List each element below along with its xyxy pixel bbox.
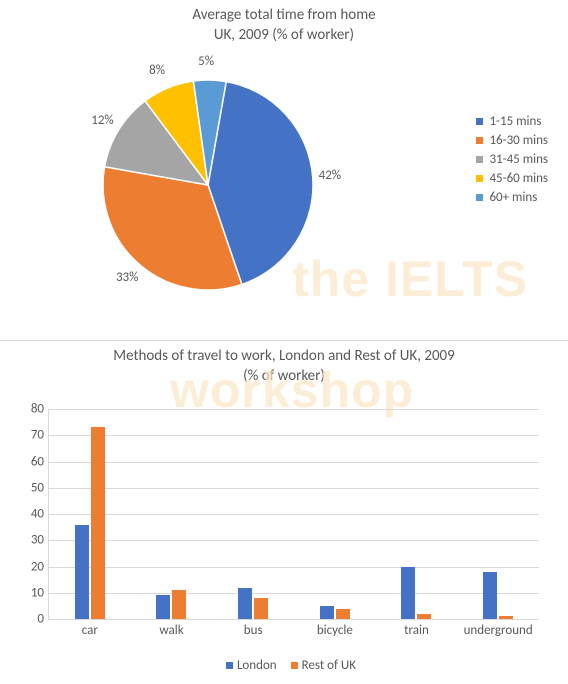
y-tick-label: 40 [31,507,44,522]
bar [75,525,89,620]
y-tick-label: 60 [31,454,44,469]
bar [336,609,350,620]
bar-title: Methods of travel to work, London and Re… [0,341,568,386]
bar-chart-section: workshop Methods of travel to work, Lond… [0,341,568,681]
bar [401,567,415,620]
legend-label: 1-15 mins [489,114,541,129]
pie-slice-label: 8% [149,63,165,78]
bar-title-line2: (% of worker) [243,367,325,385]
x-tick-label: underground [457,623,539,638]
y-tick-label: 10 [31,585,44,600]
bar [156,595,170,619]
legend-swatch [226,662,233,669]
category-group: car [49,409,131,619]
legend-label: London [237,658,277,673]
legend-label: 16-30 mins [489,133,548,148]
category-group: bus [212,409,294,619]
y-tick-label: 20 [31,559,44,574]
legend-label: 31-45 mins [489,152,548,167]
pie-slice-label: 12% [91,113,113,128]
x-tick-label: bicycle [294,623,376,638]
legend-swatch [476,194,483,201]
bar [417,614,431,619]
pie-legend-item: 45-60 mins [476,171,548,186]
legend-swatch [476,156,483,163]
legend-swatch [291,662,298,669]
legend-label: Rest of UK [302,658,356,673]
bar-plot: 01020304050607080carwalkbusbicycletrainu… [48,409,539,620]
y-tick-label: 70 [31,428,44,443]
legend-label: 45-60 mins [489,171,548,186]
legend-swatch [476,118,483,125]
legend-label: 60+ mins [489,190,537,205]
pie-slice-label: 5% [198,54,214,69]
x-tick-label: car [49,623,131,638]
category-group: bicycle [294,409,376,619]
pie-legend-item: 60+ mins [476,190,548,205]
x-tick-label: bus [212,623,294,638]
category-group: train [376,409,458,619]
legend-swatch [476,137,483,144]
bar [483,572,497,619]
pie-legend: 1-15 mins 16-30 mins 31-45 mins 45-60 mins 6… [476,110,548,209]
bar [320,606,334,619]
pie-slice-label: 42% [319,168,341,183]
x-tick-label: train [376,623,458,638]
bar-title-line1: Methods of travel to work, London and Re… [113,347,455,365]
pie-title-line2: UK, 2009 (% of worker) [214,26,354,44]
legend-swatch [476,175,483,182]
y-tick-label: 50 [31,480,44,495]
bar [254,598,268,619]
pie-legend-item: 16-30 mins [476,133,548,148]
pie-legend-item: 31-45 mins [476,152,548,167]
pie-chart-section: Average total time from home UK, 2009 (%… [0,0,568,341]
x-tick-label: walk [131,623,213,638]
y-tick-label: 80 [31,402,44,417]
pie-slice-label: 33% [116,270,138,285]
y-tick-label: 30 [31,533,44,548]
pie-title-line1: Average total time from home [192,6,375,24]
category-group: underground [457,409,539,619]
bar [238,588,252,620]
pie-legend-item: 1-15 mins [476,114,548,129]
category-group: walk [131,409,213,619]
bar-legend: London Rest of UK [0,658,568,673]
bar [499,616,513,619]
bar [172,590,186,619]
bar [91,427,105,619]
pie-svg [28,55,388,315]
pie-plot [28,55,388,315]
y-tick-label: 0 [37,612,44,627]
pie-title: Average total time from home UK, 2009 (%… [0,0,568,45]
